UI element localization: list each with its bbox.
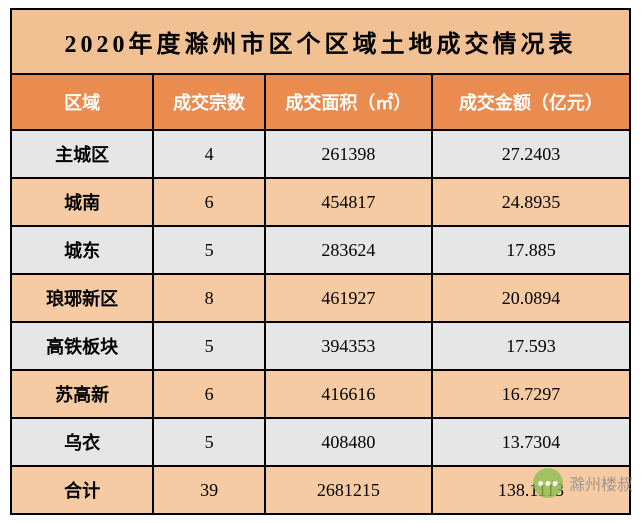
cell-region: 合计 xyxy=(11,466,153,514)
cell-count: 5 xyxy=(153,322,264,370)
cell-area: 394353 xyxy=(265,322,432,370)
cell-amount: 17.885 xyxy=(432,226,630,274)
cell-count: 5 xyxy=(153,418,264,466)
table-row: 琅琊新区846192720.0894 xyxy=(11,274,630,322)
cell-amount: 27.2403 xyxy=(432,130,630,178)
cell-region: 高铁板块 xyxy=(11,322,153,370)
cell-count: 5 xyxy=(153,226,264,274)
header-row: 区域 成交宗数 成交面积（㎡） 成交金额（亿元） xyxy=(11,74,630,130)
col-header-count: 成交宗数 xyxy=(153,74,264,130)
table-container: 2020年度滁州市区个区域土地成交情况表 区域 成交宗数 成交面积（㎡） 成交金… xyxy=(0,0,641,523)
col-header-area: 成交面积（㎡） xyxy=(265,74,432,130)
cell-region: 乌衣 xyxy=(11,418,153,466)
cell-region: 城南 xyxy=(11,178,153,226)
table-row: 高铁板块539435317.593 xyxy=(11,322,630,370)
cell-region: 主城区 xyxy=(11,130,153,178)
col-header-region: 区域 xyxy=(11,74,153,130)
col-header-amount: 成交金额（亿元） xyxy=(432,74,630,130)
cell-amount: 13.7304 xyxy=(432,418,630,466)
cell-amount: 20.0894 xyxy=(432,274,630,322)
cell-area: 416616 xyxy=(265,370,432,418)
cell-area: 2681215 xyxy=(265,466,432,514)
cell-region: 琅琊新区 xyxy=(11,274,153,322)
cell-count: 4 xyxy=(153,130,264,178)
table-row: 城南645481724.8935 xyxy=(11,178,630,226)
table-row: 城东528362417.885 xyxy=(11,226,630,274)
land-transaction-table: 2020年度滁州市区个区域土地成交情况表 区域 成交宗数 成交面积（㎡） 成交金… xyxy=(10,8,631,515)
table-body: 主城区426139827.2403城南645481724.8935城东52836… xyxy=(11,130,630,514)
watermark: ●●● 滁州楼叔 xyxy=(533,468,633,498)
cell-area: 283624 xyxy=(265,226,432,274)
cell-count: 6 xyxy=(153,370,264,418)
table-row: 主城区426139827.2403 xyxy=(11,130,630,178)
watermark-icon: ●●● xyxy=(533,468,563,498)
cell-area: 454817 xyxy=(265,178,432,226)
cell-amount: 17.593 xyxy=(432,322,630,370)
cell-area: 461927 xyxy=(265,274,432,322)
cell-region: 苏高新 xyxy=(11,370,153,418)
table-row: 乌衣540848013.7304 xyxy=(11,418,630,466)
table-row: 苏高新641661616.7297 xyxy=(11,370,630,418)
cell-area: 261398 xyxy=(265,130,432,178)
cell-count: 8 xyxy=(153,274,264,322)
cell-region: 城东 xyxy=(11,226,153,274)
watermark-text: 滁州楼叔 xyxy=(569,471,633,495)
table-title: 2020年度滁州市区个区域土地成交情况表 xyxy=(11,9,630,74)
cell-count: 6 xyxy=(153,178,264,226)
cell-amount: 24.8935 xyxy=(432,178,630,226)
title-row: 2020年度滁州市区个区域土地成交情况表 xyxy=(11,9,630,74)
cell-count: 39 xyxy=(153,466,264,514)
watermark-icon-text: ●●● xyxy=(537,476,559,490)
cell-amount: 16.7297 xyxy=(432,370,630,418)
cell-area: 408480 xyxy=(265,418,432,466)
